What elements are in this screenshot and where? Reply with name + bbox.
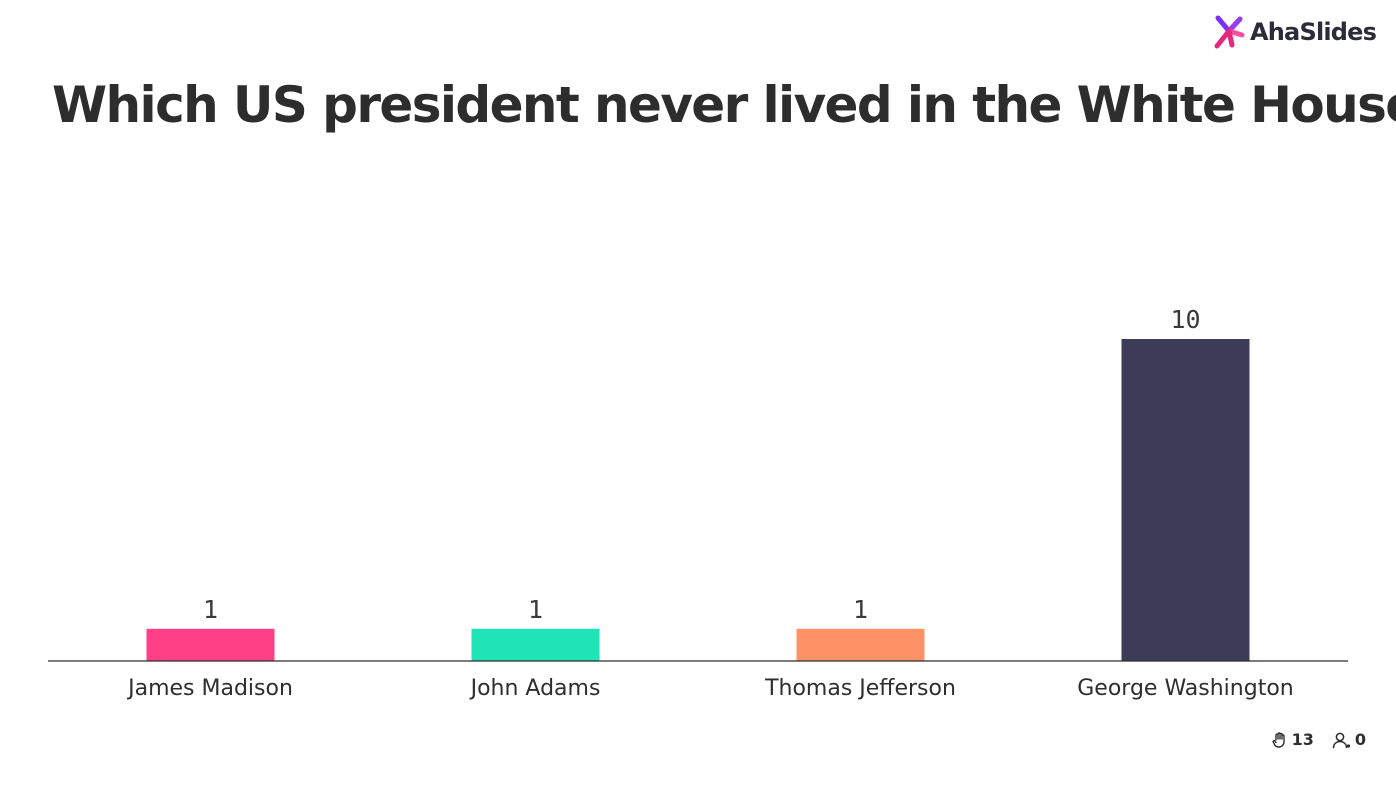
bar-value-label: 1 — [528, 595, 543, 624]
bar-2 — [796, 628, 925, 661]
bar-1 — [471, 628, 600, 661]
responses-stat: 13 — [1271, 730, 1314, 749]
ahaslides-logo: AhaSlides — [1212, 12, 1377, 52]
bar-value-label: 1 — [853, 595, 868, 624]
hand-icon — [1272, 731, 1285, 748]
category-label: John Adams — [469, 676, 601, 701]
participants-count: 0 — [1354, 730, 1366, 749]
category-label: George Washington — [1077, 676, 1293, 701]
bar-0 — [146, 628, 275, 661]
bar-value-label: 10 — [1170, 305, 1200, 334]
labels-layer: 1 James Madison 1 John Adams 1 Thomas Jeffers… — [126, 305, 1294, 701]
question-title: Which US president never lived in the Wh… — [52, 76, 1396, 134]
participants-stat: 0 — [1332, 730, 1366, 749]
ahaslides-logo-icon — [1214, 15, 1245, 49]
response-stats: 13 0 — [1271, 730, 1366, 749]
bar-value-label: 1 — [203, 595, 218, 624]
category-label: James Madison — [126, 676, 293, 701]
category-label: Thomas Jefferson — [764, 676, 956, 701]
responses-count: 13 — [1291, 730, 1314, 749]
user-icon — [1332, 732, 1350, 748]
bars-layer — [146, 339, 1250, 661]
brand-name: AhaSlides — [1250, 18, 1377, 46]
bar-3 — [1121, 339, 1250, 661]
